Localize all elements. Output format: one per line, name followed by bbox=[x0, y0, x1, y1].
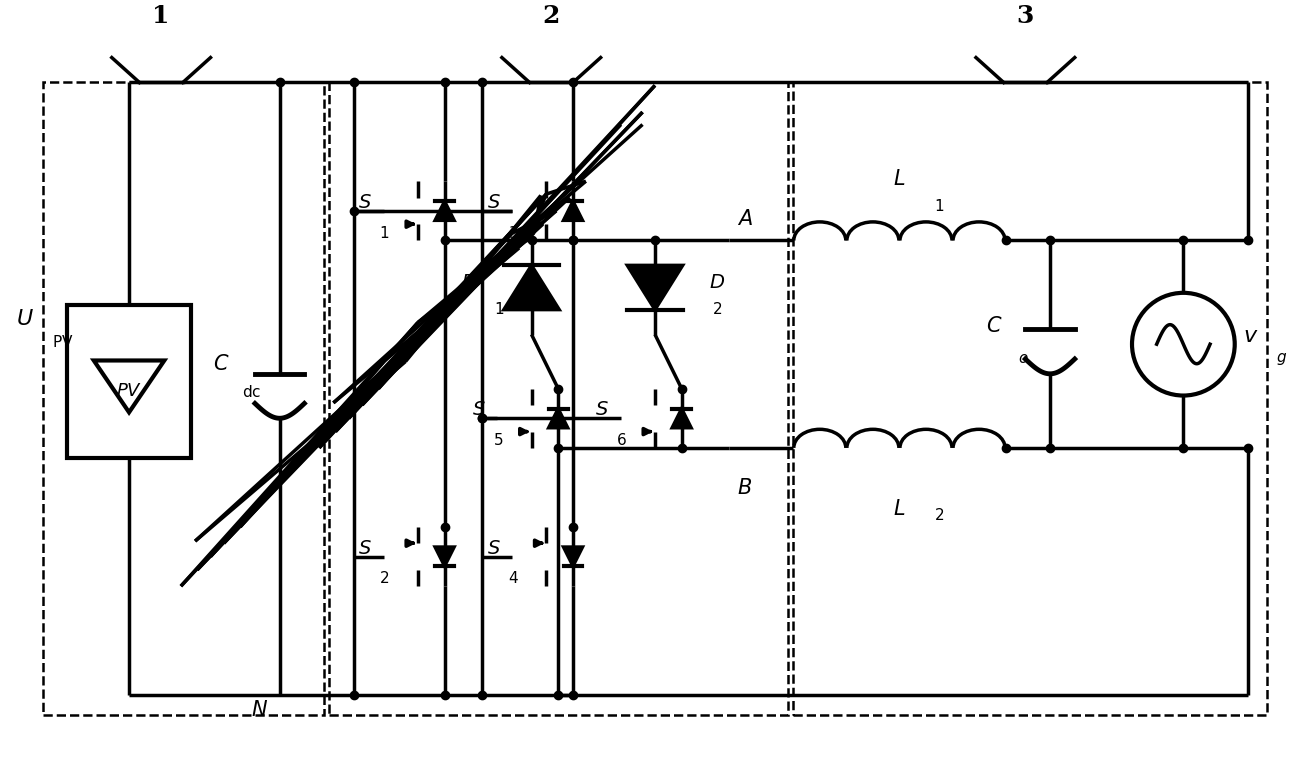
Polygon shape bbox=[563, 547, 582, 566]
Text: $\mathit{5}$: $\mathit{5}$ bbox=[492, 432, 503, 448]
Text: 2: 2 bbox=[542, 4, 560, 28]
Text: 3: 3 bbox=[1016, 4, 1034, 28]
Text: $\mathit{N}$: $\mathit{N}$ bbox=[251, 700, 269, 720]
Polygon shape bbox=[504, 266, 559, 310]
Text: $\mathit{L}$: $\mathit{L}$ bbox=[893, 169, 905, 189]
Polygon shape bbox=[435, 201, 454, 220]
Bar bbox=[43, 83, 324, 714]
Text: $\mathrm{dc}$: $\mathrm{dc}$ bbox=[242, 383, 261, 399]
Text: $\mathit{S}$: $\mathit{S}$ bbox=[487, 194, 500, 212]
Text: $\mathit{v}$: $\mathit{v}$ bbox=[1242, 326, 1258, 348]
Text: $\mathit{PV}$: $\mathit{PV}$ bbox=[116, 382, 142, 400]
Text: $\mathit{D}$: $\mathit{D}$ bbox=[709, 273, 725, 291]
Text: $\mathit{B}$: $\mathit{B}$ bbox=[737, 477, 752, 497]
Text: $\mathit{3}$: $\mathit{3}$ bbox=[508, 225, 518, 241]
Text: $\mathit{S}$: $\mathit{S}$ bbox=[471, 402, 486, 420]
Polygon shape bbox=[563, 201, 582, 220]
Text: $\mathit{S}$: $\mathit{S}$ bbox=[358, 540, 372, 558]
Text: $\mathit{g}$: $\mathit{g}$ bbox=[1276, 351, 1288, 367]
Text: $\mathit{S}$: $\mathit{S}$ bbox=[487, 540, 500, 558]
Polygon shape bbox=[673, 409, 691, 428]
Text: $\mathit{C}$: $\mathit{C}$ bbox=[986, 317, 1002, 336]
Text: $\mathit{o}$: $\mathit{o}$ bbox=[1019, 352, 1029, 366]
Bar bbox=[793, 83, 1267, 714]
Text: $\mathrm{PV}$: $\mathrm{PV}$ bbox=[51, 334, 73, 350]
Text: $\mathit{C}$: $\mathit{C}$ bbox=[213, 354, 229, 374]
Text: $\mathit{1}$: $\mathit{1}$ bbox=[494, 301, 504, 317]
Text: $\mathit{S}$: $\mathit{S}$ bbox=[596, 402, 609, 420]
Text: $\mathit{A}$: $\mathit{A}$ bbox=[737, 209, 752, 228]
Text: $\mathit{2}$: $\mathit{2}$ bbox=[934, 507, 944, 523]
Polygon shape bbox=[627, 266, 683, 310]
Text: $\mathit{6}$: $\mathit{6}$ bbox=[616, 432, 627, 448]
Bar bbox=[68, 304, 191, 458]
Text: $\mathit{U}$: $\mathit{U}$ bbox=[16, 308, 34, 330]
Text: $\mathit{1}$: $\mathit{1}$ bbox=[380, 225, 389, 241]
Text: $\mathit{1}$: $\mathit{1}$ bbox=[934, 198, 944, 214]
Text: $\mathit{S}$: $\mathit{S}$ bbox=[358, 194, 372, 212]
Text: $\mathit{4}$: $\mathit{4}$ bbox=[508, 570, 518, 586]
Text: $\mathit{D}$: $\mathit{D}$ bbox=[461, 273, 477, 291]
Text: $\mathit{2}$: $\mathit{2}$ bbox=[380, 570, 389, 586]
Bar bbox=[329, 83, 789, 714]
Polygon shape bbox=[435, 547, 454, 566]
Text: $\mathit{2}$: $\mathit{2}$ bbox=[712, 301, 722, 317]
Text: $\mathit{L}$: $\mathit{L}$ bbox=[893, 499, 905, 519]
Text: 1: 1 bbox=[153, 4, 170, 28]
Polygon shape bbox=[549, 409, 568, 428]
